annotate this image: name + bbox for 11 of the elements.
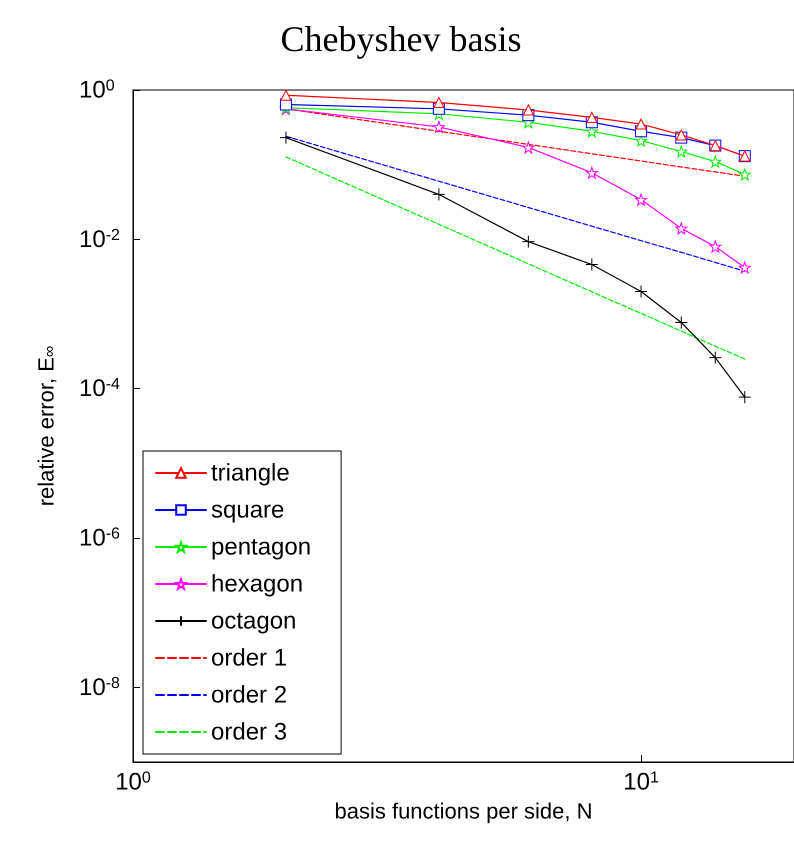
- x-axis-title: basis functions per side, N: [334, 798, 593, 824]
- legend-label: octagon: [211, 608, 296, 634]
- legend-label: order 1: [211, 644, 288, 672]
- legend-label: triangle: [211, 460, 290, 486]
- y-axis-title: relative error, E∞: [34, 346, 58, 506]
- legend-label: order 2: [211, 682, 288, 708]
- legend-label: square: [211, 496, 284, 524]
- chart-title: Chebyshev basis: [280, 19, 522, 59]
- legend-label: order 3: [211, 718, 288, 746]
- legend-label: hexagon: [211, 570, 304, 598]
- legend-label: pentagon: [211, 534, 312, 560]
